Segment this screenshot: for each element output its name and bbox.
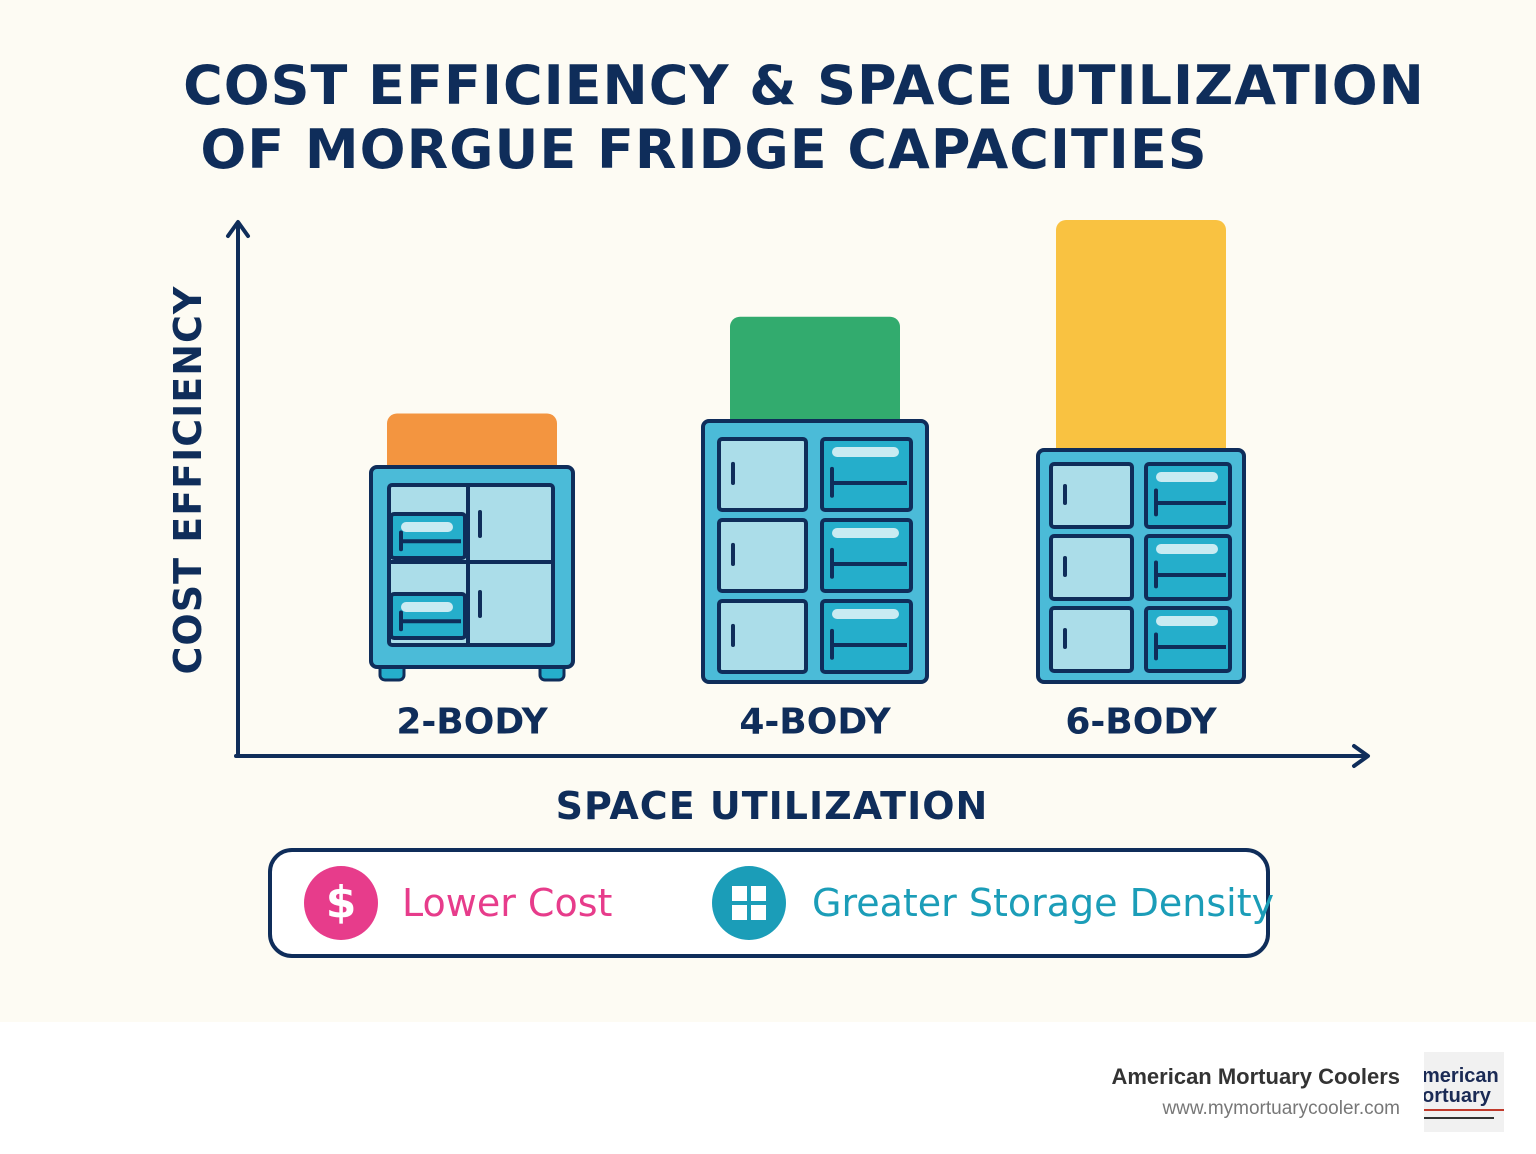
svg-text:merican: merican <box>1424 1065 1499 1087</box>
fridge-drawer <box>389 592 467 640</box>
fridge-drawer <box>820 518 913 593</box>
svg-text:ortuary: ortuary <box>1424 1085 1492 1107</box>
grid-icon <box>712 866 786 940</box>
fridge-door <box>1049 534 1134 601</box>
fridge-4-body <box>701 419 929 684</box>
chart-title-line-1: COST EFFICIENCY & SPACE UTILIZATION <box>183 54 1425 117</box>
fridge-drawer <box>389 512 467 560</box>
legend: $ Lower Cost Greater Storage Density <box>268 848 1274 958</box>
y-axis-arrow <box>226 220 250 238</box>
fridge-drawer <box>1144 462 1232 529</box>
dollar-icon: $ <box>304 866 378 940</box>
x-axis-label: SPACE UTILIZATION <box>555 784 989 828</box>
infographic-canvas: COST EFFICIENCY & SPACE UTILIZATION OF M… <box>0 0 1536 1022</box>
fridge-2-body <box>369 465 575 682</box>
chart-axes <box>226 220 1370 768</box>
category-label-4-body: 4-BODY <box>739 701 891 743</box>
fridge-door <box>1049 606 1134 673</box>
footer-url: www.mymortuarycooler.com <box>1162 1098 1400 1119</box>
y-axis-label: COST EFFICIENCY <box>166 285 210 675</box>
fridge-drawer <box>1144 606 1232 673</box>
chart-plot <box>226 220 1370 768</box>
fridge-illustrations <box>369 419 1246 684</box>
chart-title-line-2: OF MORGUE FRIDGE CAPACITIES <box>200 118 1208 181</box>
fridge-door <box>1049 462 1134 529</box>
fridge-drawer <box>1144 534 1232 601</box>
legend-label-storage-density: Greater Storage Density <box>812 881 1275 925</box>
category-label-2-body: 2-BODY <box>396 701 548 743</box>
fridge-door <box>717 599 808 674</box>
fridge-6-body <box>1036 448 1246 684</box>
brand-logo: merican ortuary <box>1424 1052 1504 1132</box>
fridge-door <box>717 518 808 593</box>
footer-brand-name: American Mortuary Coolers <box>1111 1064 1400 1089</box>
legend-label-lower-cost: Lower Cost <box>402 881 613 925</box>
fridge-drawer <box>820 437 913 512</box>
fridge-door <box>717 437 808 512</box>
category-label-6-body: 6-BODY <box>1065 701 1217 743</box>
fridge-drawer <box>820 599 913 674</box>
x-axis-arrow <box>1352 744 1370 768</box>
